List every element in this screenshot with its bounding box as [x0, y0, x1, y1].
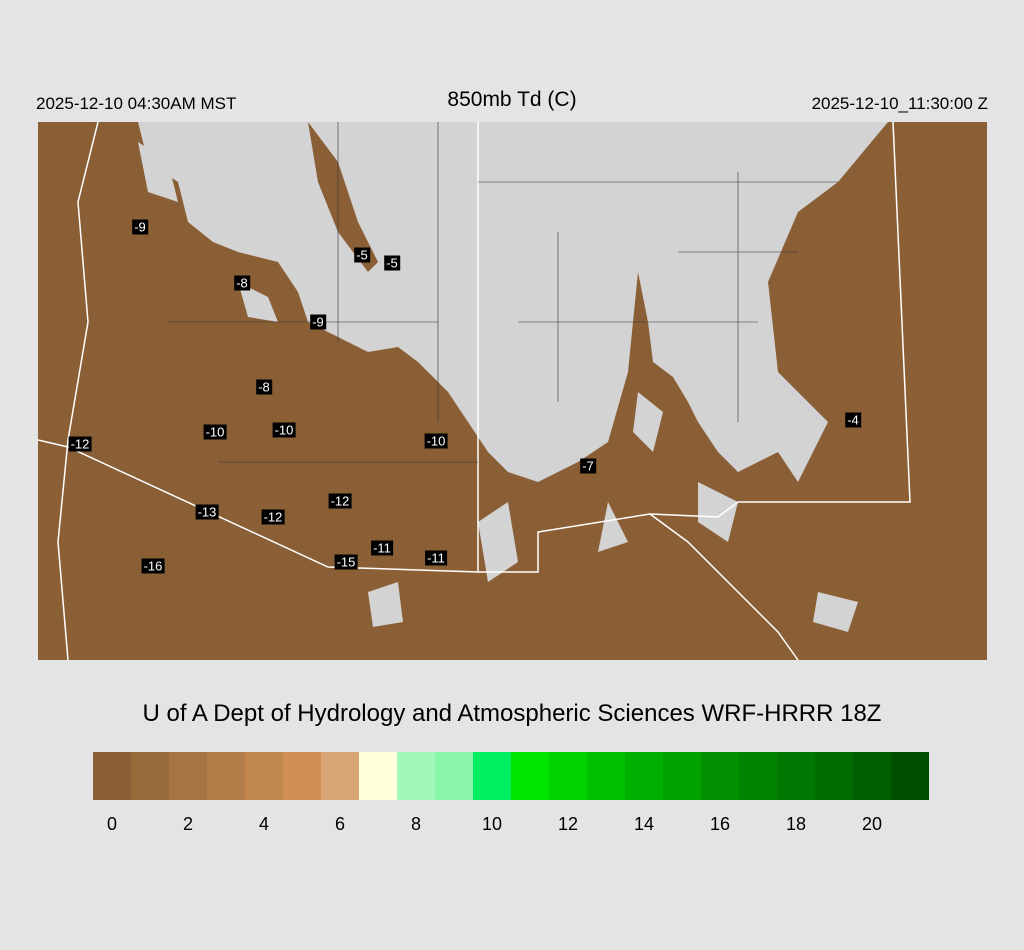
station-label: -9 — [310, 314, 326, 330]
colorbar-swatch — [359, 752, 397, 800]
colorbar-swatch — [397, 752, 435, 800]
station-labels: -9 -5 -5 -8 -9 -8 -10 -10 -12 -10 -7 -4 … — [38, 122, 987, 660]
colorbar-swatch — [321, 752, 359, 800]
moist-pockets — [138, 142, 858, 632]
colorbar-swatch — [815, 752, 853, 800]
station-label: -7 — [580, 458, 596, 474]
station-label: -10 — [424, 433, 448, 449]
colorbar-tick: 18 — [785, 814, 807, 834]
colorbar-swatch — [207, 752, 245, 800]
colorbar-swatch — [625, 752, 663, 800]
colorbar-tick: 12 — [557, 814, 579, 834]
colorbar-swatch — [777, 752, 815, 800]
colorbar-swatch — [511, 752, 549, 800]
colorbar-swatch — [853, 752, 891, 800]
colorbar-swatch — [473, 752, 511, 800]
station-label: -5 — [384, 255, 400, 271]
station-label: -10 — [203, 424, 227, 440]
colorbar-tick: 0 — [106, 814, 117, 834]
colorbar-swatch — [169, 752, 207, 800]
station-label: -8 — [234, 275, 250, 291]
station-label: -5 — [354, 247, 370, 263]
colorbar-swatch — [739, 752, 777, 800]
credit-line: U of A Dept of Hydrology and Atmospheric… — [142, 700, 882, 727]
colorbar-swatch — [93, 752, 131, 800]
colorbar-swatch — [131, 752, 169, 800]
station-label: -12 — [328, 493, 352, 509]
station-label: -10 — [272, 422, 296, 438]
colorbar-swatch — [663, 752, 701, 800]
colorbar — [93, 752, 929, 800]
colorbar-tick: 6 — [334, 814, 345, 834]
colorbar-swatch — [283, 752, 321, 800]
colorbar-swatch — [891, 752, 929, 800]
station-label: -16 — [141, 558, 165, 574]
dry-areas — [38, 122, 987, 660]
colorbar-swatch — [549, 752, 587, 800]
station-label: -11 — [425, 550, 447, 566]
station-label: -15 — [334, 554, 358, 570]
colorbar-tick: 2 — [182, 814, 193, 834]
colorbar-tick: 8 — [410, 814, 421, 834]
valid-time: 2025-12-10_11:30:00 Z — [811, 94, 988, 113]
map-title: 850mb Td (C) — [447, 88, 577, 111]
station-label: -4 — [845, 412, 861, 428]
colorbar-tick: 20 — [861, 814, 883, 834]
colorbar-tick: 4 — [258, 814, 269, 834]
dewpoint-map — [38, 122, 987, 660]
colorbar-swatch — [587, 752, 625, 800]
colorbar-swatch — [245, 752, 283, 800]
station-label: -13 — [195, 504, 219, 520]
station-label: -9 — [132, 219, 148, 235]
station-label: -12 — [261, 509, 285, 525]
station-label: -12 — [68, 436, 92, 452]
local-time: 2025-12-10 04:30AM MST — [36, 94, 237, 113]
station-label: -11 — [371, 540, 393, 556]
colorbar-tick: 16 — [709, 814, 731, 834]
colorbar-tick: 14 — [633, 814, 655, 834]
colorbar-swatch — [701, 752, 739, 800]
colorbar-swatch — [435, 752, 473, 800]
county-lines — [168, 122, 838, 463]
station-label: -8 — [256, 379, 272, 395]
colorbar-tick: 10 — [481, 814, 503, 834]
